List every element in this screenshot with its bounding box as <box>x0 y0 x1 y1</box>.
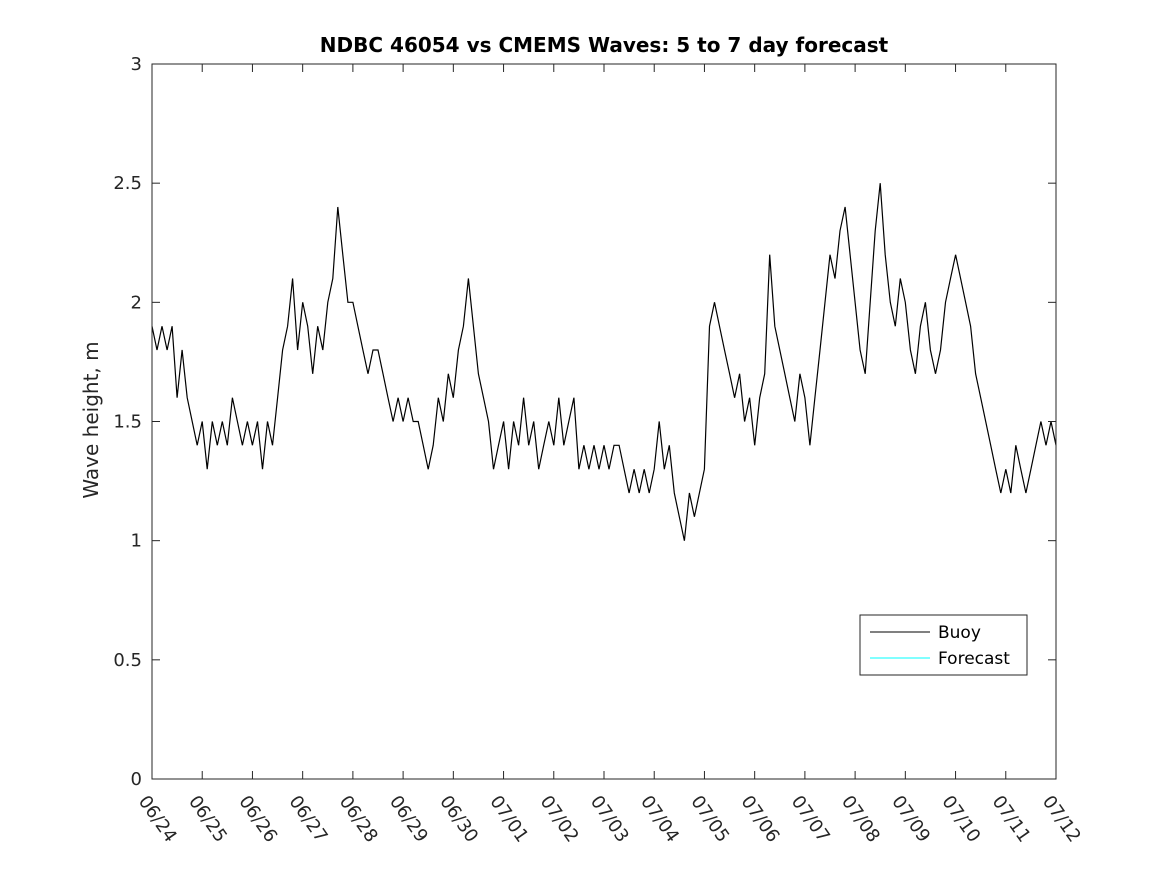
legend: Buoy Forecast <box>859 614 1028 676</box>
legend-buoy-label: Buoy <box>938 623 981 643</box>
y-tick-label: 0.5 <box>113 650 142 671</box>
y-tick-label: 0 <box>131 769 142 790</box>
buoy-series-line <box>151 183 1057 541</box>
y-tick-label: 3 <box>131 54 142 75</box>
chart-title: NDBC 46054 vs CMEMS Waves: 5 to 7 day fo… <box>320 33 889 57</box>
y-tick-label: 2.5 <box>113 173 142 194</box>
y-tick-label: 1 <box>131 531 142 552</box>
plot-area <box>151 183 1057 541</box>
y-tick-label: 1.5 <box>113 412 142 433</box>
y-axis-label: Wave height, m <box>79 341 103 498</box>
legend-forecast-label: Forecast <box>938 649 1010 669</box>
y-tick-label: 2 <box>131 292 142 313</box>
legend-box <box>859 614 1028 676</box>
